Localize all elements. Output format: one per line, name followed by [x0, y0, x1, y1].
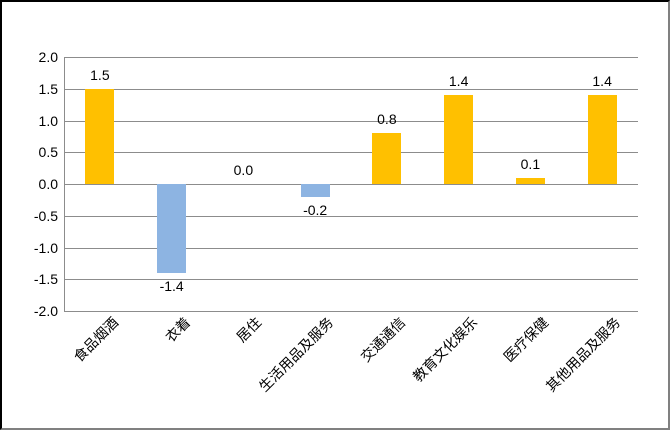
category-label: 交通通信 [357, 314, 409, 365]
bar-positive [515, 177, 545, 184]
bar-value-label: 1.5 [90, 66, 110, 83]
bar-value-label: 0.0 [233, 162, 254, 178]
category-label: 居住 [233, 314, 265, 346]
bar-negative [157, 184, 187, 273]
bar-value-label: 1.4 [592, 73, 612, 90]
y-axis-tick-label: -0.5 [33, 207, 58, 224]
bar-positive [587, 95, 617, 184]
y-axis-tick-label: 0.5 [38, 144, 58, 161]
bar-negative [300, 184, 330, 197]
bar-positive [444, 95, 474, 184]
category-label: 生活用品及服务 [255, 314, 337, 395]
category-label: 其他用品及服务 [542, 314, 624, 395]
bar-value-label: -1.4 [159, 277, 184, 294]
bar-positive [372, 133, 402, 184]
gridline [64, 247, 638, 249]
gridline [64, 311, 638, 312]
y-axis-tick-label: -1.0 [33, 239, 58, 256]
category-label: 食品烟酒 [70, 314, 122, 365]
y-axis-tick-label: 0.0 [38, 176, 58, 192]
y-axis-tick-label: -2.0 [33, 303, 58, 319]
gridline [64, 279, 638, 281]
y-axis-tick-label: -1.5 [33, 271, 58, 288]
bar-positive [85, 88, 115, 184]
gridline [64, 184, 638, 185]
bar-value-label: 0.1 [520, 155, 541, 172]
y-axis-tick-label: 2.0 [38, 49, 58, 65]
bar-value-label: 1.4 [448, 73, 469, 90]
category-label: 医疗保健 [500, 314, 552, 365]
y-axis-line [64, 57, 65, 311]
category-label: 教育文化娱乐 [409, 314, 480, 385]
y-axis-tick-label: 1.5 [38, 80, 58, 97]
gridline [64, 215, 638, 217]
y-axis-tick-label: 1.0 [38, 112, 58, 129]
bar-value-label: 0.8 [377, 111, 397, 128]
gridline [64, 120, 638, 122]
category-label: 衣着 [161, 314, 193, 346]
bar-value-label: -0.2 [303, 201, 328, 218]
gridline [64, 152, 638, 154]
gridline [64, 88, 638, 90]
gridline [64, 57, 638, 58]
